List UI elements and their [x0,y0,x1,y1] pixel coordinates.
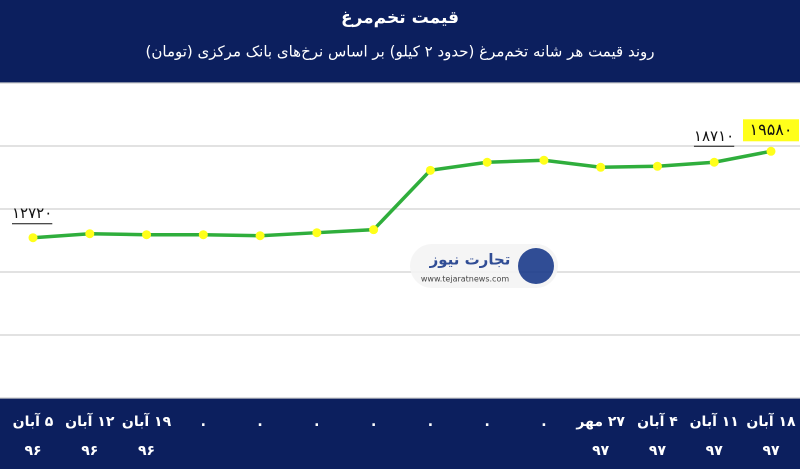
value-label-highlight [743,119,799,142]
value-label: ۱۹۵۸۰ [750,120,793,139]
watermark-badge [410,244,558,288]
point-marker [709,157,719,167]
watermark-url: www.tejaratnews.com [421,275,509,284]
point-marker [312,228,322,238]
watermark-name: تجارت نیوز [429,251,511,269]
x-tick-year: ۹۷ [649,443,667,459]
point-marker [596,162,606,172]
chart-title: قیمت تخم‌مرغ [341,8,459,28]
x-tick-label: . [484,414,489,430]
watermark: تجارت نیوز www.tejaratnews.com [410,244,558,288]
x-tick-label: ۴ آبان [637,412,678,430]
value-label: ۱۸۷۱۰ [694,127,734,145]
value-label: ۱۲۷۲۰ [12,204,52,222]
x-tick-label: ۱۸ آبان [746,412,796,430]
x-tick-label: ۱۱ آبان [690,412,739,430]
x-tick-label: . [428,414,433,430]
x-tick-label: . [257,414,262,430]
point-marker [142,230,152,240]
x-tick-year: ۹۶ [24,443,41,459]
x-tick-year: ۹۶ [138,443,155,459]
x-tick-year: ۹۷ [592,443,610,459]
point-marker [255,231,265,241]
x-tick-label: . [314,414,319,430]
x-tick-label: ۵ آبان [13,412,54,430]
point-marker [652,161,662,171]
x-tick-year: ۹۶ [81,443,98,459]
point-marker [482,157,492,167]
series-line [32,149,772,240]
x-tick-label: . [371,414,376,430]
point-marker [766,146,776,156]
chart-subtitle: روند قیمت هر شانه تخم‌مرغ (حدود ۲ کیلو) … [146,43,655,61]
point-marker [539,155,549,165]
point-marker [369,225,379,235]
point-marker [28,233,38,243]
x-tick-label: ۲۷ مهر [575,414,625,430]
point-marker [425,165,435,175]
x-tick-label: . [201,414,206,430]
x-tick-label: ۱۲ آبان [65,412,115,430]
point-marker [198,230,208,240]
watermark-icon [518,248,554,284]
plot-area [0,83,800,398]
x-tick-year: ۹۷ [706,443,724,459]
x-tick-year: ۹۷ [762,443,780,459]
point-marker [85,229,95,239]
x-tick-label: ۱۹ آبان [122,412,172,430]
x-tick-label: . [541,414,546,430]
